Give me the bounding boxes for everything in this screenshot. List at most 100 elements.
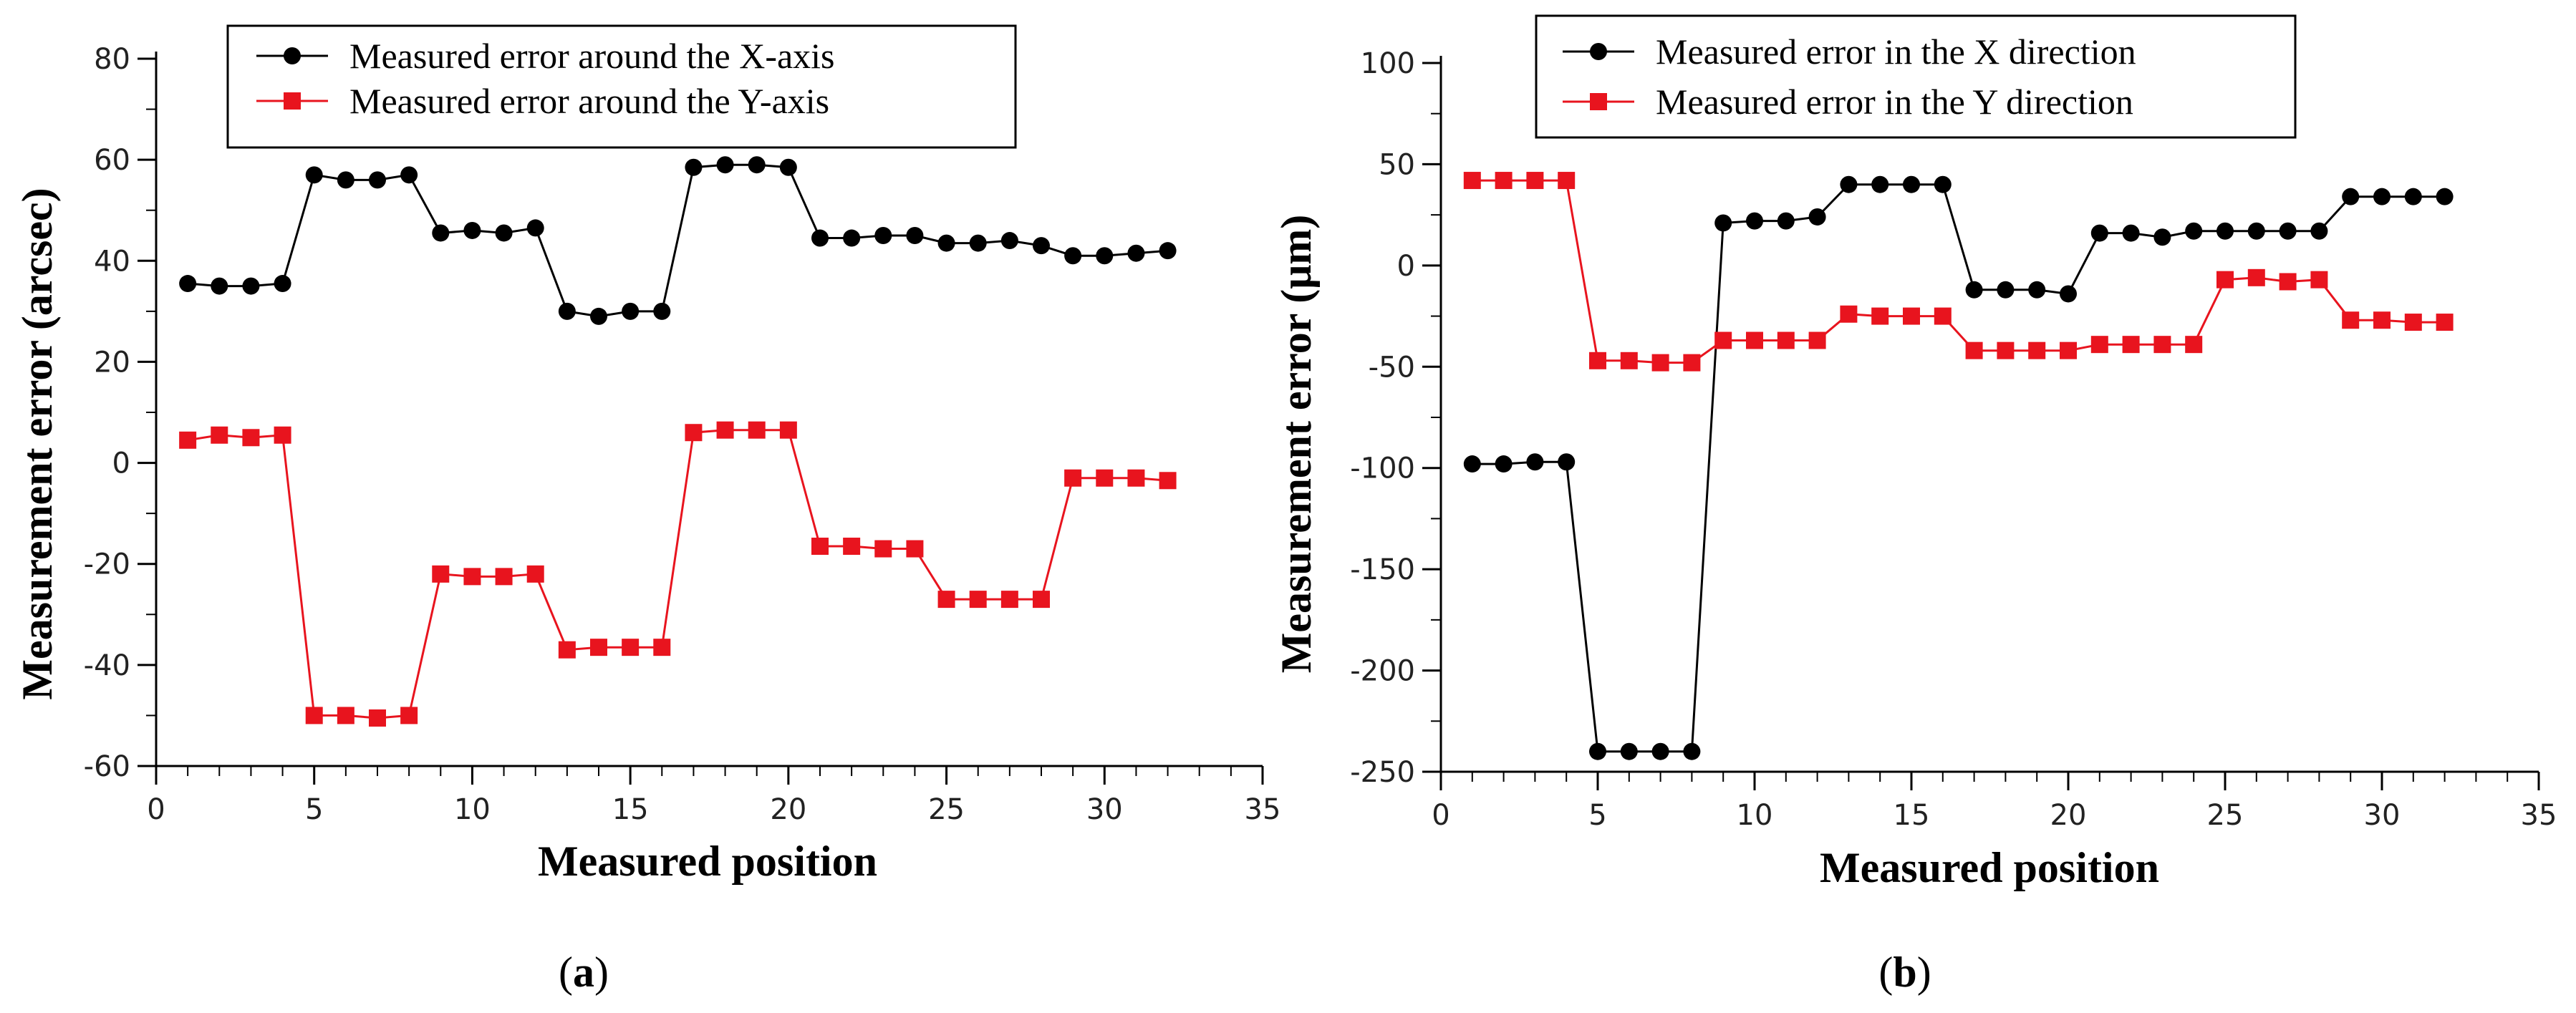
legend-box-a (226, 24, 1017, 149)
data-point-b-s2-30 (2373, 311, 2391, 329)
x-tick-label: 5 (1588, 799, 1606, 832)
x-tick-label: 20 (770, 793, 806, 826)
data-point-b-s1-21 (2090, 224, 2108, 242)
data-point-b-s2-18 (1997, 341, 2015, 359)
y-axis-title-a: Measurement error (arcsec) (14, 188, 61, 699)
data-point-b-s2-4 (1558, 172, 1576, 190)
chart-panel-b: 0 5 10 15 20 25 30 35-250-200-150-100-50050100 … (1273, 14, 2557, 996)
data-point-a-s1-23 (874, 227, 892, 244)
data-point-a-s1-32 (1159, 242, 1177, 260)
data-point-b-s1-15 (1903, 175, 1920, 193)
data-point-b-s2-28 (2310, 271, 2328, 289)
data-point-a-s2-14 (590, 639, 607, 656)
data-point-b-s1-9 (1714, 214, 1732, 232)
data-point-a-s2-17 (685, 424, 703, 442)
data-point-b-s2-21 (2090, 336, 2108, 354)
data-point-a-s2-19 (748, 421, 766, 439)
legend-entries-b: Measured error in the X direction Measure… (1563, 31, 2136, 122)
data-point-b-s2-12 (1808, 331, 1826, 349)
data-point-b-s1-10 (1746, 212, 1763, 230)
data-point-a-s2-5 (305, 707, 323, 724)
data-point-a-s1-1 (179, 275, 197, 293)
data-point-a-s1-30 (1096, 247, 1114, 265)
data-point-a-s2-9 (432, 565, 450, 583)
data-point-b-s1-14 (1871, 175, 1889, 193)
data-point-b-s1-3 (1526, 453, 1544, 471)
data-point-a-s1-13 (558, 302, 576, 320)
data-point-b-s2-7 (1651, 354, 1669, 372)
data-point-a-s2-32 (1159, 472, 1177, 490)
data-point-a-s1-15 (622, 302, 640, 320)
y-tick-label: 100 (1361, 47, 1415, 80)
plot-area-a: 0 5 10 15 20 25 30 35 -60 -40 -20 0 20 40 60 80 (84, 43, 1281, 826)
data-point-b-s2-22 (2122, 336, 2140, 354)
x-tick-label: 20 (2050, 799, 2087, 832)
data-point-a-s2-29 (1064, 469, 1082, 487)
data-point-b-s1-18 (1997, 281, 2015, 299)
legend-label-a-1: Measured error around the X-axis (349, 36, 835, 76)
y-tick-label: 20 (94, 346, 130, 379)
plot-area-b: 0 5 10 15 20 25 30 35 -250 -200 -150 -100 -50 0 50 100 (1350, 47, 2557, 832)
x-tick-label: 0 (1432, 799, 1449, 832)
y-tick-label: -150 (1350, 553, 1415, 586)
data-point-a-s2-2 (211, 426, 228, 444)
data-point-a-s2-8 (400, 707, 418, 724)
data-point-b-s1-27 (2279, 222, 2297, 240)
data-point-a-s2-20 (779, 421, 797, 439)
data-point-b-s1-12 (1808, 208, 1826, 226)
data-point-a-s1-11 (495, 224, 513, 242)
data-point-a-s2-31 (1127, 469, 1145, 487)
data-point-a-s1-4 (274, 275, 291, 293)
y-tick-label: -40 (84, 649, 130, 682)
data-point-a-s2-3 (242, 429, 260, 447)
data-point-b-s1-6 (1620, 742, 1638, 760)
y-tick-label: -200 (1350, 655, 1415, 688)
data-point-b-s2-23 (2153, 336, 2171, 354)
data-point-b-s2-11 (1777, 331, 1795, 349)
data-point-a-s2-13 (558, 641, 576, 659)
data-point-a-s2-12 (526, 565, 544, 583)
data-point-b-s2-6 (1620, 352, 1638, 369)
data-point-b-s1-19 (2028, 281, 2046, 299)
data-point-b-s1-8 (1683, 742, 1701, 760)
data-point-b-s2-31 (2404, 314, 2422, 331)
data-point-a-s1-12 (526, 219, 544, 237)
data-point-a-s1-17 (685, 158, 703, 176)
x-tick-label: 0 (147, 793, 165, 826)
x-tick-label: 25 (2207, 799, 2244, 832)
data-point-a-s1-22 (843, 229, 861, 247)
data-point-b-s1-22 (2122, 224, 2140, 242)
x-tick-label: 10 (1737, 799, 1773, 832)
data-point-a-s1-20 (779, 158, 797, 176)
data-point-b-s2-5 (1589, 352, 1606, 369)
legend-marker-a-2 (284, 92, 301, 110)
legend-entries-a: Measured error around the X-axis Measured… (256, 36, 835, 121)
data-point-a-s2-24 (906, 540, 924, 558)
data-point-a-s1-26 (969, 234, 987, 252)
data-point-a-s1-18 (716, 156, 734, 174)
data-point-a-s1-2 (211, 277, 228, 295)
data-point-b-s2-13 (1840, 305, 1858, 323)
data-point-b-s1-29 (2342, 188, 2360, 205)
data-point-a-s1-19 (748, 156, 766, 174)
data-point-b-s2-15 (1903, 307, 1920, 325)
data-point-a-s2-6 (337, 707, 354, 724)
data-point-b-s2-25 (2216, 271, 2234, 289)
data-point-a-s1-10 (463, 221, 481, 239)
data-point-b-s1-7 (1651, 742, 1669, 760)
data-point-b-s2-2 (1495, 172, 1513, 190)
data-point-a-s1-28 (1033, 237, 1050, 255)
data-point-b-s2-9 (1714, 331, 1732, 349)
y-tick-label: -100 (1350, 452, 1415, 485)
data-point-b-s1-5 (1589, 742, 1606, 760)
data-point-a-s2-4 (274, 426, 291, 444)
data-point-b-s2-32 (2436, 314, 2454, 331)
y-tick-label: -20 (84, 548, 130, 581)
data-point-b-s2-24 (2185, 336, 2203, 354)
data-point-a-s2-1 (179, 431, 197, 449)
data-point-a-s2-18 (716, 421, 734, 439)
data-point-a-s1-29 (1064, 247, 1082, 265)
data-point-b-s2-8 (1683, 354, 1701, 372)
y-tick-label: -250 (1350, 756, 1415, 789)
data-point-a-s2-15 (622, 639, 640, 656)
